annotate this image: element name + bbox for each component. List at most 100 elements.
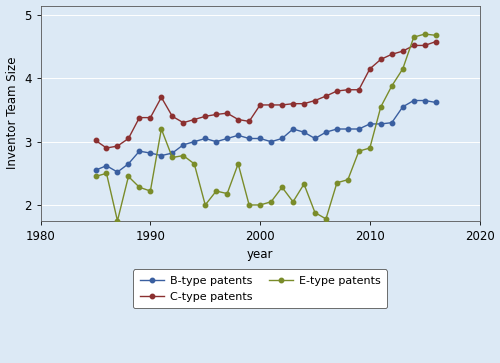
C-type patents <box>246 119 252 123</box>
B-type patents <box>246 136 252 141</box>
B-type patents <box>378 122 384 126</box>
B-type patents <box>356 127 362 131</box>
C-type patents <box>268 103 274 107</box>
C-type patents <box>334 89 340 93</box>
Legend: B-type patents, C-type patents, E-type patents: B-type patents, C-type patents, E-type p… <box>133 269 387 308</box>
E-type patents <box>334 181 340 185</box>
E-type patents <box>257 203 263 207</box>
B-type patents <box>323 130 329 134</box>
Y-axis label: Inventor Team Size: Inventor Team Size <box>6 57 18 170</box>
B-type patents <box>334 127 340 131</box>
B-type patents <box>224 136 230 141</box>
E-type patents <box>192 162 198 166</box>
C-type patents <box>104 146 110 150</box>
B-type patents <box>192 139 198 144</box>
E-type patents <box>224 191 230 196</box>
Line: C-type patents: C-type patents <box>94 40 438 150</box>
B-type patents <box>279 136 285 141</box>
E-type patents <box>235 162 241 166</box>
C-type patents <box>389 52 395 57</box>
C-type patents <box>202 114 208 119</box>
C-type patents <box>378 57 384 62</box>
C-type patents <box>432 40 438 44</box>
C-type patents <box>257 103 263 107</box>
E-type patents <box>126 174 132 179</box>
B-type patents <box>268 139 274 144</box>
B-type patents <box>257 136 263 141</box>
B-type patents <box>213 139 219 144</box>
E-type patents <box>180 154 186 158</box>
C-type patents <box>114 144 120 148</box>
B-type patents <box>92 168 98 172</box>
B-type patents <box>312 136 318 141</box>
C-type patents <box>290 102 296 106</box>
E-type patents <box>148 189 154 193</box>
C-type patents <box>92 138 98 143</box>
B-type patents <box>422 98 428 103</box>
Line: E-type patents: E-type patents <box>94 32 438 223</box>
C-type patents <box>136 115 142 120</box>
E-type patents <box>323 217 329 221</box>
B-type patents <box>136 149 142 153</box>
E-type patents <box>290 200 296 204</box>
C-type patents <box>410 43 416 48</box>
E-type patents <box>378 105 384 109</box>
C-type patents <box>170 114 175 119</box>
C-type patents <box>356 87 362 92</box>
E-type patents <box>410 35 416 40</box>
C-type patents <box>235 117 241 122</box>
Line: B-type patents: B-type patents <box>94 98 438 174</box>
E-type patents <box>400 67 406 71</box>
E-type patents <box>279 185 285 189</box>
B-type patents <box>400 105 406 109</box>
C-type patents <box>367 67 373 71</box>
B-type patents <box>235 133 241 138</box>
E-type patents <box>367 146 373 150</box>
C-type patents <box>224 111 230 115</box>
C-type patents <box>312 98 318 103</box>
E-type patents <box>301 182 307 186</box>
C-type patents <box>126 136 132 141</box>
B-type patents <box>158 154 164 158</box>
C-type patents <box>148 115 154 120</box>
C-type patents <box>400 49 406 53</box>
B-type patents <box>432 100 438 105</box>
C-type patents <box>422 43 428 48</box>
B-type patents <box>180 143 186 147</box>
B-type patents <box>290 127 296 131</box>
C-type patents <box>323 94 329 98</box>
B-type patents <box>148 151 154 155</box>
C-type patents <box>345 87 351 92</box>
C-type patents <box>279 103 285 107</box>
E-type patents <box>312 211 318 215</box>
C-type patents <box>192 117 198 122</box>
C-type patents <box>301 102 307 106</box>
E-type patents <box>268 200 274 204</box>
E-type patents <box>432 33 438 37</box>
E-type patents <box>136 185 142 189</box>
B-type patents <box>389 121 395 125</box>
C-type patents <box>158 95 164 99</box>
E-type patents <box>202 203 208 207</box>
E-type patents <box>158 127 164 131</box>
E-type patents <box>104 171 110 175</box>
B-type patents <box>170 151 175 155</box>
E-type patents <box>170 155 175 160</box>
B-type patents <box>114 170 120 174</box>
X-axis label: year: year <box>247 248 274 261</box>
E-type patents <box>389 84 395 88</box>
E-type patents <box>114 219 120 223</box>
C-type patents <box>213 112 219 117</box>
E-type patents <box>213 189 219 193</box>
B-type patents <box>301 130 307 134</box>
E-type patents <box>92 174 98 179</box>
E-type patents <box>422 32 428 36</box>
B-type patents <box>126 162 132 166</box>
E-type patents <box>246 203 252 207</box>
B-type patents <box>104 164 110 168</box>
B-type patents <box>202 136 208 141</box>
E-type patents <box>345 178 351 182</box>
B-type patents <box>345 127 351 131</box>
B-type patents <box>367 122 373 126</box>
C-type patents <box>180 121 186 125</box>
